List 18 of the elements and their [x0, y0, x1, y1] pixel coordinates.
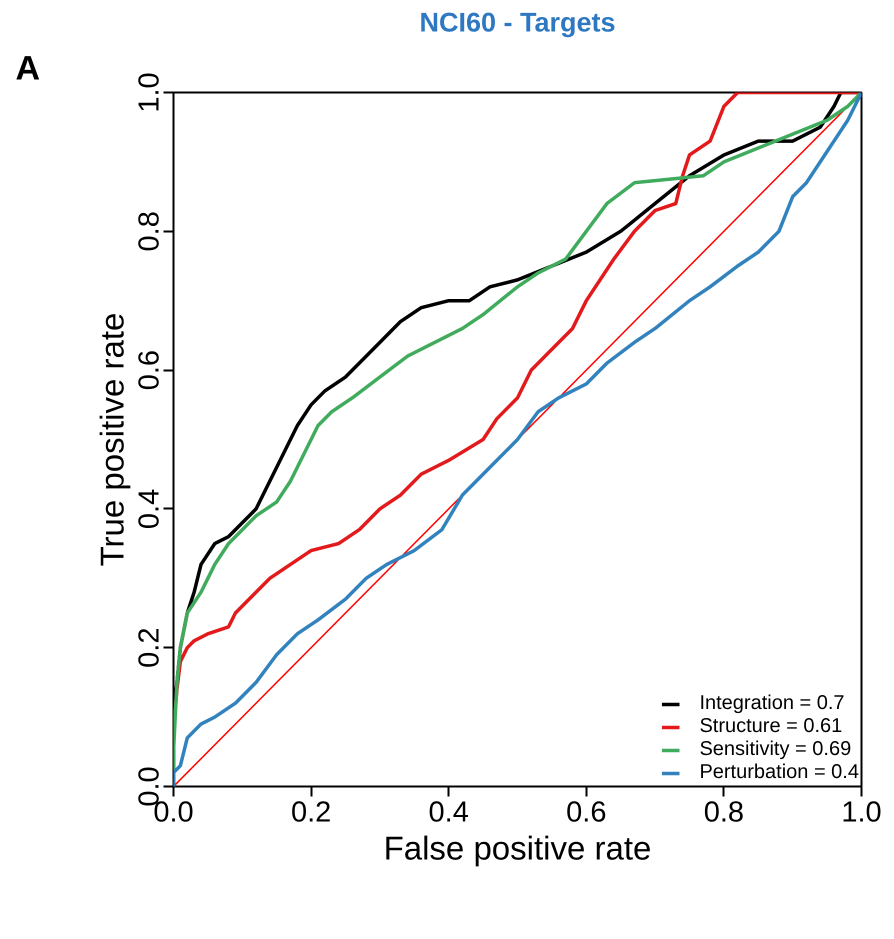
y-tick-label: 0.4: [134, 488, 166, 530]
x-tick-label: 1.0: [841, 796, 882, 828]
y-tick-label: 0.2: [134, 628, 166, 668]
y-tick-label: 1.0: [134, 72, 166, 113]
legend-label: Structure = 0.61: [699, 715, 842, 738]
x-tick-label: 0.4: [428, 796, 469, 828]
y-axis-title: True positive rate: [94, 312, 130, 566]
x-tick-label: 0.2: [290, 796, 332, 828]
x-tick-label: 0.8: [704, 796, 744, 828]
chart-title: NCI60 - Targets: [419, 8, 616, 38]
y-tick-label: 0.8: [134, 211, 166, 252]
legend-label: Sensitivity = 0.69: [699, 738, 852, 761]
legend-label: Integration = 0.7: [699, 692, 845, 715]
x-tick-label: 0.6: [566, 796, 606, 828]
x-axis-title: False positive rate: [384, 830, 652, 866]
legend-label: Perturbation = 0.4: [699, 761, 859, 784]
text: A: [16, 50, 40, 88]
y-tick-label: 0.6: [134, 350, 166, 390]
